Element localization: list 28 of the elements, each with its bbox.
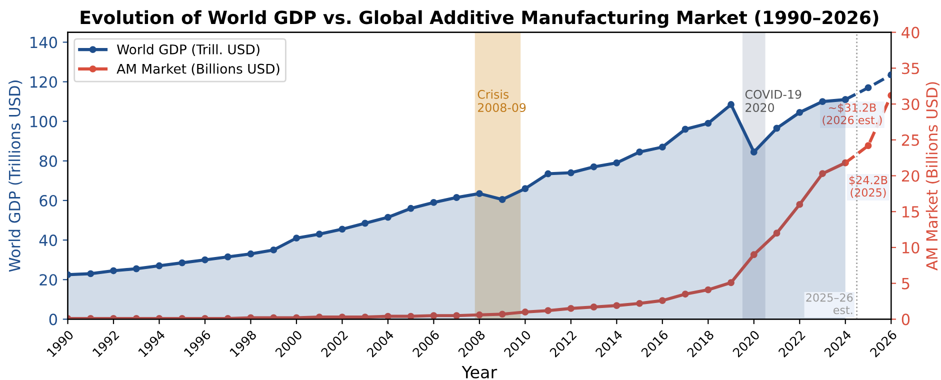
y-tick-label: 40 (39, 234, 58, 246)
y-tick-label: 60 (40, 194, 58, 207)
y-tick-label: 20 (40, 274, 58, 286)
y-tick-label: 100 (30, 116, 58, 128)
band-label: COVID-19 2020 (745, 90, 802, 112)
y-axis-title: World GDP (Trillions USD) (8, 80, 22, 272)
annotation: ~$31.2B (2026 est.) (822, 103, 882, 126)
ref-line-label: 2025–26 est. (806, 293, 853, 314)
y2-tick-label: 25 (902, 134, 919, 146)
y-tick-label: 140 (30, 36, 58, 48)
band-label: Crisis 2008-09 (478, 90, 526, 112)
legend-label: World GDP (Trill. USD) (117, 44, 260, 56)
y2-tick-label: 5 (902, 278, 910, 290)
y2-tick-label: 35 (902, 62, 919, 74)
y2-tick-label: 10 (902, 242, 920, 254)
y2-tick-label: 30 (902, 98, 920, 110)
legend-label: AM Market (Billions USD) (116, 64, 280, 76)
y2-axis-title: AM Market (Billions USD) (926, 82, 940, 270)
y2-tick-label: 40 (902, 26, 920, 38)
y-tick-label: 0 (49, 314, 58, 326)
y-tick-label: 80 (40, 155, 58, 167)
y2-tick-label: 15 (902, 206, 919, 218)
x-axis-title: Year (462, 366, 498, 378)
chart-title: Evolution of World GDP vs. Global Additive Manufacturing Market (1990–2026) (80, 10, 878, 28)
y2-tick-label: 0 (902, 314, 910, 326)
y2-tick-label: 20 (902, 170, 920, 182)
y-tick-label: 120 (30, 76, 58, 88)
annotation: $24.2B (2025) (849, 176, 888, 198)
